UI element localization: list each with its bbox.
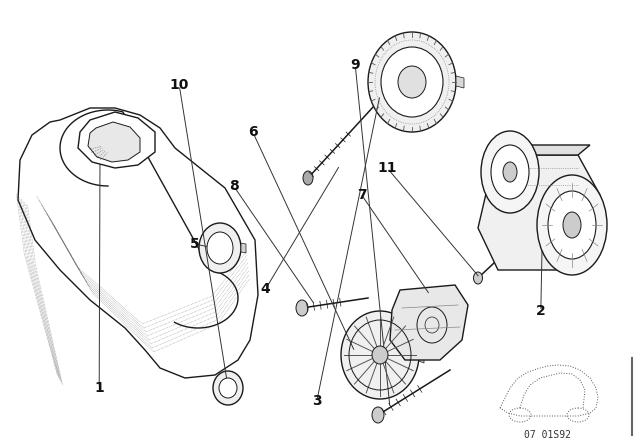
Ellipse shape xyxy=(481,131,539,213)
Text: 10: 10 xyxy=(170,78,189,92)
Ellipse shape xyxy=(219,378,237,398)
Ellipse shape xyxy=(474,272,483,284)
Text: 8: 8 xyxy=(228,179,239,193)
Polygon shape xyxy=(456,76,464,88)
Polygon shape xyxy=(18,108,258,378)
Ellipse shape xyxy=(491,145,529,199)
Ellipse shape xyxy=(341,311,419,399)
Text: 5: 5 xyxy=(190,237,200,251)
Ellipse shape xyxy=(207,232,233,264)
Text: 1: 1 xyxy=(94,380,104,395)
Ellipse shape xyxy=(199,223,241,273)
Text: 4: 4 xyxy=(260,282,271,296)
Polygon shape xyxy=(495,145,590,155)
Polygon shape xyxy=(88,122,140,162)
Ellipse shape xyxy=(303,171,313,185)
Ellipse shape xyxy=(503,162,517,182)
Polygon shape xyxy=(390,285,468,360)
Text: 07 01S92: 07 01S92 xyxy=(525,430,572,440)
Ellipse shape xyxy=(213,371,243,405)
Ellipse shape xyxy=(537,175,607,275)
Text: 6: 6 xyxy=(248,125,258,139)
Ellipse shape xyxy=(372,346,388,364)
Polygon shape xyxy=(78,112,155,168)
Polygon shape xyxy=(241,243,246,253)
Text: 9: 9 xyxy=(350,58,360,72)
Ellipse shape xyxy=(296,300,308,316)
Text: 11: 11 xyxy=(378,161,397,175)
Text: 2: 2 xyxy=(536,304,546,319)
Ellipse shape xyxy=(368,32,456,132)
Text: 7: 7 xyxy=(356,188,367,202)
Ellipse shape xyxy=(548,191,596,259)
Polygon shape xyxy=(478,155,600,270)
Ellipse shape xyxy=(381,47,443,117)
Text: 3: 3 xyxy=(312,394,322,408)
Polygon shape xyxy=(419,347,424,363)
Ellipse shape xyxy=(372,407,384,423)
Ellipse shape xyxy=(563,212,581,238)
Ellipse shape xyxy=(398,66,426,98)
